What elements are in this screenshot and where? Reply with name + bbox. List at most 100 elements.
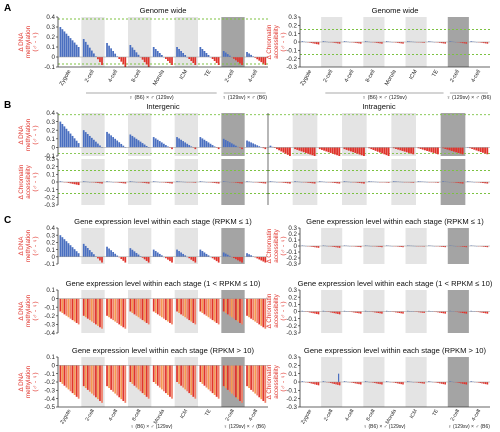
data-bar (211, 145, 214, 148)
data-bar (383, 147, 386, 155)
data-bar (248, 298, 250, 318)
data-bar (305, 147, 307, 153)
data-bar (71, 247, 74, 257)
y-tick-label: 0 (294, 39, 298, 46)
data-bar (141, 256, 144, 258)
data-bar (186, 298, 189, 319)
data-bar (262, 365, 265, 401)
data-bar (213, 298, 216, 322)
data-bar (233, 256, 235, 259)
data-bar (398, 311, 401, 314)
y-axis-label: Δ Chromatinaccessibility(♂ - ♀) (266, 24, 287, 59)
data-bar (156, 252, 159, 257)
data-bar (108, 45, 110, 57)
data-bar (373, 311, 376, 313)
data-bar (106, 365, 108, 387)
data-bar (131, 135, 134, 148)
data-bar (201, 365, 204, 384)
stage-axis: Zygote 2-cell 4-cell 8-cell Morula ICM TE 2-cel… (300, 66, 491, 101)
data-bar (97, 57, 99, 60)
data-bar (108, 133, 110, 148)
data-bar (207, 298, 210, 318)
data-bar (269, 181, 272, 182)
data-bar (301, 310, 304, 312)
data-bar (209, 365, 212, 392)
data-bar (486, 246, 489, 248)
data-bar (410, 182, 413, 183)
chart-title: Gene expression level within each stage … (74, 217, 252, 226)
data-bar (333, 382, 335, 384)
data-bar (300, 147, 303, 152)
y-tick-label: -0.5 (44, 404, 55, 411)
data-bar (147, 182, 150, 184)
data-bar (461, 182, 464, 184)
chart-title: Intragenic (362, 102, 396, 111)
data-bar (465, 246, 468, 248)
data-bar (280, 147, 283, 152)
chart-title: Genome wide (372, 6, 419, 15)
cross-label-left: ♀ (B6) × ♂ (129sv) (362, 95, 407, 101)
data-bar (331, 246, 334, 247)
data-bar (254, 144, 257, 148)
data-bar (97, 256, 99, 259)
data-bar (423, 42, 425, 43)
data-bar (360, 42, 362, 44)
data-bar (180, 365, 182, 386)
data-bar (145, 298, 148, 323)
data-bar (122, 57, 125, 65)
data-bar (178, 181, 180, 182)
data-bar (233, 298, 235, 319)
data-bar (131, 298, 134, 313)
data-bar (203, 139, 206, 148)
data-bar (470, 41, 472, 42)
data-bar (484, 182, 487, 184)
y-tick-label: 0.1 (288, 302, 297, 309)
data-bar (260, 256, 263, 261)
data-bar (228, 255, 231, 257)
data-bar (484, 42, 487, 44)
data-bar (67, 131, 70, 148)
data-bar (271, 146, 274, 148)
chart-title: Intergenic (146, 102, 180, 111)
data-bar (363, 147, 365, 156)
y-tick-label: 0 (52, 145, 56, 152)
data-bar (400, 311, 402, 314)
data-bar (254, 256, 257, 258)
data-bar (246, 298, 248, 316)
data-bar (112, 137, 114, 148)
data-bar (408, 381, 411, 382)
data-bar (71, 40, 74, 57)
data-bar (248, 53, 250, 57)
data-bar (171, 147, 173, 150)
data-bar (190, 146, 193, 148)
data-bar (241, 365, 243, 403)
data-bar (254, 57, 257, 58)
data-bar (437, 182, 439, 183)
data-bar (376, 147, 379, 152)
data-bar (408, 41, 411, 42)
y-tick-label: 0.1 (288, 237, 297, 244)
stage-label: 2-cell (323, 409, 334, 423)
data-bar (205, 253, 208, 257)
data-bar (254, 298, 257, 322)
data-bar (110, 135, 112, 148)
data-bar (207, 142, 210, 148)
data-bar (182, 253, 184, 257)
data-bar (470, 381, 472, 382)
data-bar (199, 181, 202, 182)
data-bar (158, 141, 161, 148)
data-bar (239, 256, 241, 262)
data-bar (256, 182, 259, 183)
data-bar (400, 246, 402, 247)
data-bar (230, 143, 233, 148)
data-bar (188, 256, 191, 259)
data-bar (203, 365, 206, 386)
data-bar (345, 147, 348, 150)
data-bar (88, 298, 91, 321)
data-bar (235, 298, 237, 321)
data-bar (73, 249, 76, 257)
data-bar (435, 311, 437, 313)
stage-band (174, 113, 198, 156)
data-bar (483, 42, 485, 44)
